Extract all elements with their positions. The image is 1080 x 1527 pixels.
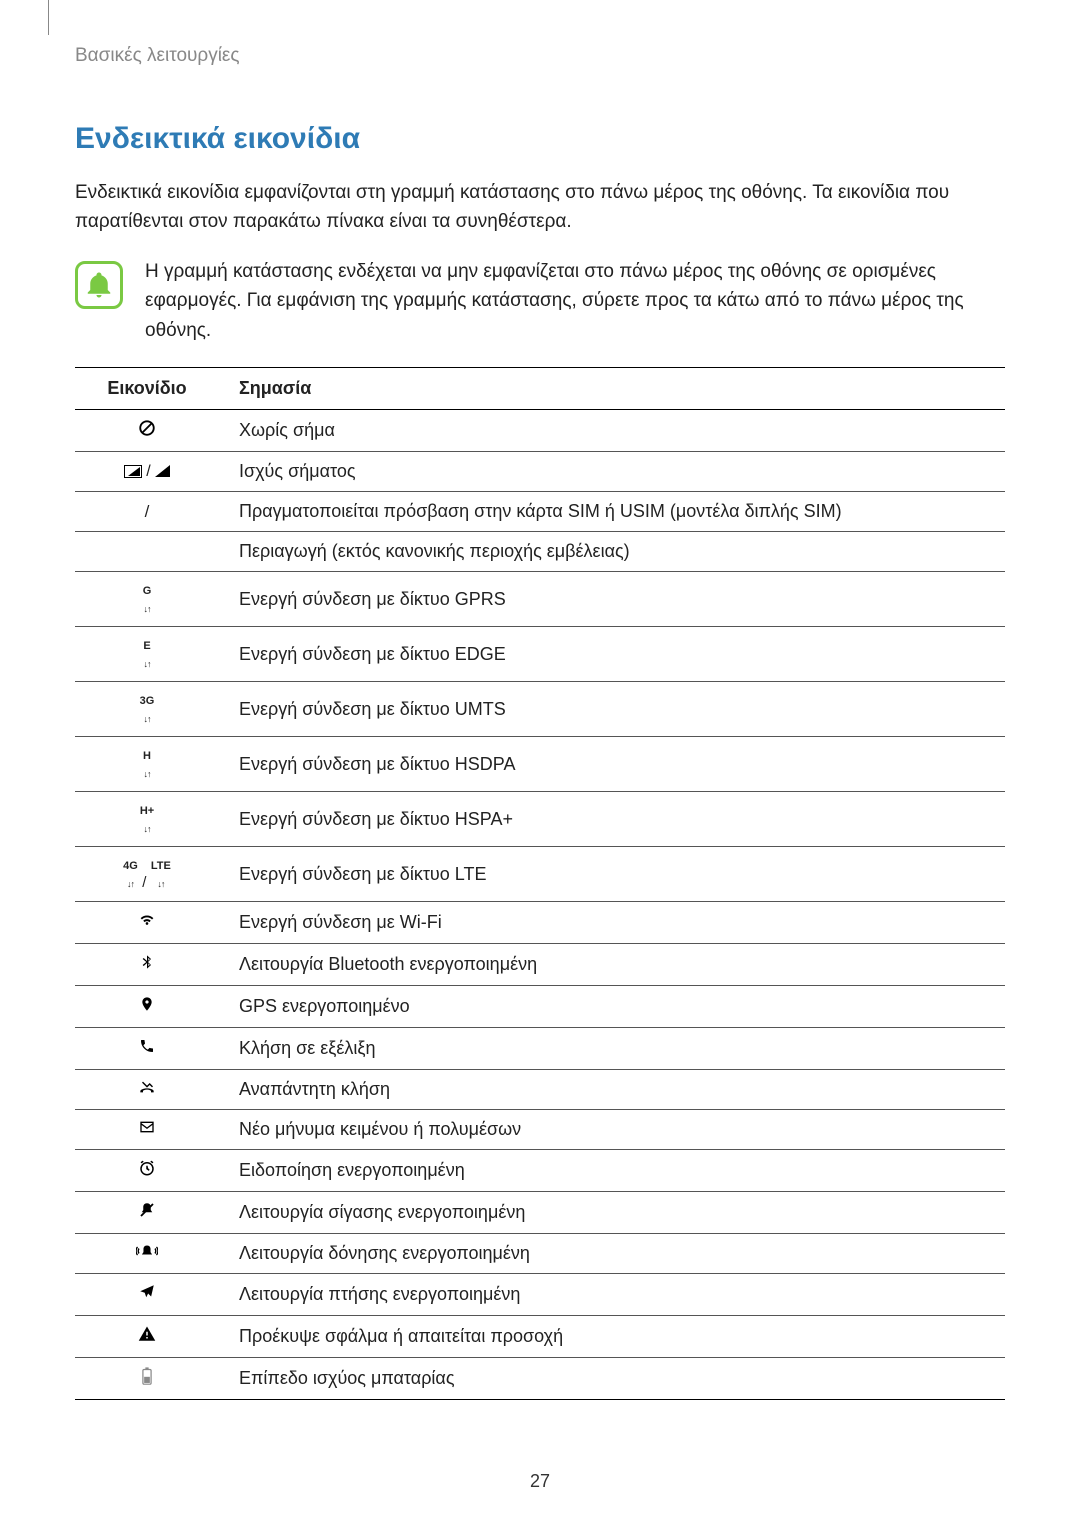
header-icon: Εικονίδιο (75, 368, 225, 410)
breadcrumb: Βασικές λειτουργίες (75, 45, 1005, 67)
meaning-cell: Ειδοποίηση ενεργοποιημένη (225, 1150, 1005, 1192)
meaning-cell: Κλήση σε εξέλιξη (225, 1028, 1005, 1070)
table-row: E↓↑Ενεργή σύνδεση με δίκτυο EDGE (75, 627, 1005, 682)
meaning-cell: Περιαγωγή (εκτός κανονικής περιοχής εμβέ… (225, 532, 1005, 572)
table-row: Επίπεδο ισχύος μπαταρίας (75, 1358, 1005, 1400)
table-row: /Πραγματοποιείται πρόσβαση στην κάρτα SI… (75, 492, 1005, 532)
meaning-cell: Ενεργή σύνδεση με δίκτυο UMTS (225, 682, 1005, 737)
message-icon (75, 1110, 225, 1150)
table-row: Λειτουργία πτήσης ενεργοποιημένη (75, 1274, 1005, 1316)
table-row: H+↓↑Ενεργή σύνδεση με δίκτυο HSPA+ (75, 792, 1005, 847)
meaning-cell: Ενεργή σύνδεση με δίκτυο HSPA+ (225, 792, 1005, 847)
meaning-cell: Λειτουργία σίγασης ενεργοποιημένη (225, 1192, 1005, 1234)
meaning-cell: Ενεργή σύνδεση με δίκτυο EDGE (225, 627, 1005, 682)
meaning-cell: Προέκυψε σφάλμα ή απαιτείται προσοχή (225, 1316, 1005, 1358)
hspa-plus-icon: H+↓↑ (75, 792, 225, 847)
mute-icon (75, 1192, 225, 1234)
header-meaning: Σημασία (225, 368, 1005, 410)
meaning-cell: Λειτουργία Bluetooth ενεργοποιημένη (225, 944, 1005, 986)
meaning-cell: Λειτουργία πτήσης ενεργοποιημένη (225, 1274, 1005, 1316)
meaning-cell: Ενεργή σύνδεση με δίκτυο HSDPA (225, 737, 1005, 792)
meaning-cell: Επίπεδο ισχύος μπαταρίας (225, 1358, 1005, 1400)
table-row: H↓↑Ενεργή σύνδεση με δίκτυο HSDPA (75, 737, 1005, 792)
warning-icon (75, 1316, 225, 1358)
table-row: Αναπάντητη κλήση (75, 1070, 1005, 1110)
bluetooth-icon (75, 944, 225, 986)
meaning-cell: Ενεργή σύνδεση με δίκτυο LTE (225, 847, 1005, 902)
bell-icon (75, 261, 123, 309)
battery-icon (75, 1358, 225, 1400)
table-row: / Ισχύς σήματος (75, 452, 1005, 492)
icons-table: Εικονίδιο Σημασία Χωρίς σήμα / Ισχύς σήμ… (75, 367, 1005, 1400)
table-row: Κλήση σε εξέλιξη (75, 1028, 1005, 1070)
meaning-cell: Αναπάντητη κλήση (225, 1070, 1005, 1110)
airplane-icon (75, 1274, 225, 1316)
hsdpa-icon: H↓↑ (75, 737, 225, 792)
table-row: Ενεργή σύνδεση με Wi-Fi (75, 902, 1005, 944)
table-row: 3G↓↑Ενεργή σύνδεση με δίκτυο UMTS (75, 682, 1005, 737)
note-text: Η γραμμή κατάστασης ενδέχεται να μην εμφ… (145, 257, 1005, 345)
note-callout: Η γραμμή κατάστασης ενδέχεται να μην εμφ… (75, 257, 1005, 345)
umts-icon: 3G↓↑ (75, 682, 225, 737)
gprs-icon: G↓↑ (75, 572, 225, 627)
intro-paragraph: Ενδεικτικά εικονίδια εμφανίζονται στη γρ… (75, 178, 1005, 237)
meaning-cell: GPS ενεργοποιημένο (225, 986, 1005, 1028)
table-row: 4G↓↑ / LTE↓↑Ενεργή σύνδεση με δίκτυο LTE (75, 847, 1005, 902)
page-margin-mark (48, 0, 49, 35)
table-row: Νέο μήνυμα κειμένου ή πολυμέσων (75, 1110, 1005, 1150)
vibrate-icon (75, 1234, 225, 1274)
signal-strength-icon: / (75, 452, 225, 492)
meaning-cell: Νέο μήνυμα κειμένου ή πολυμέσων (225, 1110, 1005, 1150)
table-header-row: Εικονίδιο Σημασία (75, 368, 1005, 410)
slash-only-icon: / (75, 492, 225, 532)
meaning-cell: Ισχύς σήματος (225, 452, 1005, 492)
page-number: 27 (530, 1471, 550, 1492)
missed-call-icon (75, 1070, 225, 1110)
table-row: Λειτουργία δόνησης ενεργοποιημένη (75, 1234, 1005, 1274)
wifi-icon (75, 902, 225, 944)
meaning-cell: Ενεργή σύνδεση με Wi-Fi (225, 902, 1005, 944)
call-icon (75, 1028, 225, 1070)
empty-icon (75, 532, 225, 572)
lte-icon: 4G↓↑ / LTE↓↑ (75, 847, 225, 902)
table-row: Ειδοποίηση ενεργοποιημένη (75, 1150, 1005, 1192)
table-row: G↓↑Ενεργή σύνδεση με δίκτυο GPRS (75, 572, 1005, 627)
table-row: Περιαγωγή (εκτός κανονικής περιοχής εμβέ… (75, 532, 1005, 572)
table-row: Προέκυψε σφάλμα ή απαιτείται προσοχή (75, 1316, 1005, 1358)
gps-icon (75, 986, 225, 1028)
table-row: Χωρίς σήμα (75, 410, 1005, 452)
meaning-cell: Ενεργή σύνδεση με δίκτυο GPRS (225, 572, 1005, 627)
table-row: Λειτουργία σίγασης ενεργοποιημένη (75, 1192, 1005, 1234)
edge-icon: E↓↑ (75, 627, 225, 682)
table-row: Λειτουργία Bluetooth ενεργοποιημένη (75, 944, 1005, 986)
meaning-cell: Χωρίς σήμα (225, 410, 1005, 452)
meaning-cell: Πραγματοποιείται πρόσβαση στην κάρτα SIM… (225, 492, 1005, 532)
meaning-cell: Λειτουργία δόνησης ενεργοποιημένη (225, 1234, 1005, 1274)
alarm-icon (75, 1150, 225, 1192)
section-title: Ενδεικτικά εικονίδια (75, 122, 1005, 156)
no-signal-icon (75, 410, 225, 452)
table-row: GPS ενεργοποιημένο (75, 986, 1005, 1028)
